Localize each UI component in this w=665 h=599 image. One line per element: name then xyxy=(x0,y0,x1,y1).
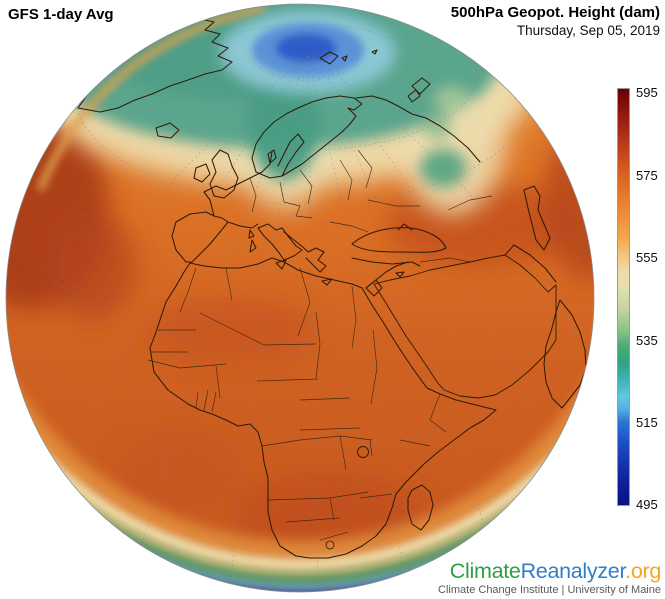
colorbar xyxy=(617,88,630,506)
colorbar-tick: 595 xyxy=(636,85,658,100)
colorbar-tick-labels: 595 575 555 535 515 495 xyxy=(636,85,665,512)
limb-warm-rim xyxy=(36,4,266,192)
colorbar-tick: 515 xyxy=(636,415,658,430)
colorbar-tick: 575 xyxy=(636,168,658,183)
variable-header: 500hPa Geopot. Height (dam) Thursday, Se… xyxy=(451,4,660,38)
variable-label: 500hPa Geopot. Height (dam) xyxy=(450,4,660,21)
high-ridge-blobs xyxy=(6,110,594,557)
logo-part-climate: Climate xyxy=(449,559,521,583)
polar-low-blob xyxy=(220,10,396,94)
coastlines xyxy=(65,17,587,559)
institute-tagline: Climate Change Institute | University of… xyxy=(438,584,661,596)
globe-limb xyxy=(5,3,595,593)
model-label: GFS 1-day Avg xyxy=(8,6,114,23)
branding-footer: ClimateReanalyzer.org Climate Change Ins… xyxy=(438,560,661,596)
climate-reanalyzer-logo: ClimateReanalyzer.org xyxy=(438,559,662,583)
logo-part-reanalyzer: Reanalyzer xyxy=(520,559,626,583)
colorbar-tick: 555 xyxy=(636,250,658,265)
country-borders xyxy=(147,149,493,541)
colorbar-tick: 535 xyxy=(636,333,658,348)
date-label: Thursday, Sep 05, 2019 xyxy=(516,23,660,38)
colorbar-tick: 495 xyxy=(636,497,658,512)
logo-part-org: .org xyxy=(625,559,661,583)
